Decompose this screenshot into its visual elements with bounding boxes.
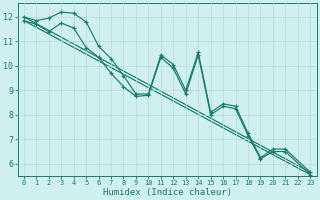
X-axis label: Humidex (Indice chaleur): Humidex (Indice chaleur) bbox=[103, 188, 232, 197]
